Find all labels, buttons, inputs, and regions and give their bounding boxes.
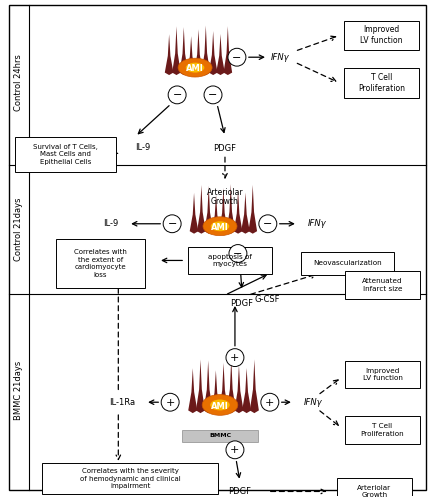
Text: T Cell
Proliferation: T Cell Proliferation	[357, 73, 404, 93]
FancyBboxPatch shape	[15, 136, 116, 172]
Polygon shape	[233, 190, 242, 234]
Text: −: −	[233, 249, 242, 259]
Text: Correlates with the severity
of hemodynamic and clinical
impairment: Correlates with the severity of hemodyna…	[80, 468, 180, 489]
FancyBboxPatch shape	[343, 20, 418, 50]
Polygon shape	[226, 184, 234, 234]
Circle shape	[163, 215, 181, 232]
Text: +: +	[165, 398, 174, 407]
Text: AMI: AMI	[186, 64, 204, 73]
FancyBboxPatch shape	[343, 68, 418, 98]
FancyBboxPatch shape	[344, 416, 419, 444]
Text: −: −	[263, 220, 272, 230]
Text: Survival of T Cells,
Mast Cells and
Epithelial Cells: Survival of T Cells, Mast Cells and Epit…	[33, 144, 98, 165]
Ellipse shape	[185, 62, 204, 72]
Polygon shape	[208, 31, 217, 75]
Polygon shape	[201, 26, 210, 75]
Ellipse shape	[178, 58, 212, 77]
Ellipse shape	[210, 400, 229, 410]
Text: Arteriolar
Growth: Arteriolar Growth	[357, 484, 391, 498]
Text: −: −	[172, 90, 181, 101]
Text: IFNγ: IFNγ	[270, 52, 289, 62]
Text: Correlates with
the extent of
cardiomyocyte
loss: Correlates with the extent of cardiomyoc…	[74, 249, 127, 278]
Polygon shape	[211, 195, 220, 234]
Ellipse shape	[203, 217, 237, 236]
Text: PDGF: PDGF	[228, 487, 251, 496]
Circle shape	[161, 394, 179, 411]
Polygon shape	[172, 26, 181, 75]
Text: IFNγ: IFNγ	[303, 398, 322, 406]
Polygon shape	[211, 370, 220, 413]
Text: IL-9: IL-9	[135, 143, 151, 152]
FancyBboxPatch shape	[344, 360, 419, 388]
FancyBboxPatch shape	[182, 430, 257, 442]
Polygon shape	[218, 363, 227, 413]
Circle shape	[168, 86, 186, 104]
Text: Improved
LV function: Improved LV function	[362, 368, 401, 381]
FancyBboxPatch shape	[336, 478, 411, 500]
Circle shape	[225, 348, 243, 366]
Circle shape	[260, 394, 278, 411]
Polygon shape	[242, 368, 250, 413]
Text: +: +	[265, 398, 274, 407]
Polygon shape	[188, 368, 197, 413]
Polygon shape	[240, 192, 249, 234]
Polygon shape	[249, 360, 258, 413]
Text: PDGF: PDGF	[213, 144, 236, 153]
Polygon shape	[194, 30, 202, 75]
FancyBboxPatch shape	[56, 238, 145, 288]
Text: +: +	[230, 446, 239, 456]
Text: +: +	[230, 353, 239, 363]
Polygon shape	[186, 36, 195, 75]
Text: −: −	[167, 220, 177, 230]
Text: apoptosis of
myocytes: apoptosis of myocytes	[207, 254, 251, 267]
Text: AMI: AMI	[210, 402, 228, 410]
Text: PDGF: PDGF	[230, 298, 253, 308]
Text: Growth: Growth	[210, 198, 238, 206]
Text: −: −	[232, 52, 241, 62]
Text: Improved
LV function: Improved LV function	[359, 26, 402, 46]
Polygon shape	[216, 34, 224, 75]
Text: Control 21days: Control 21days	[14, 198, 23, 262]
Text: Control 24hrs: Control 24hrs	[14, 54, 23, 112]
Text: Attenuated
Infarct size: Attenuated Infarct size	[362, 278, 402, 292]
Polygon shape	[197, 185, 205, 234]
Text: G-CSF: G-CSF	[254, 294, 280, 304]
Polygon shape	[195, 360, 204, 413]
Polygon shape	[219, 188, 227, 234]
Polygon shape	[203, 360, 212, 413]
Ellipse shape	[202, 394, 237, 415]
FancyBboxPatch shape	[300, 252, 394, 276]
Text: BMMC: BMMC	[208, 434, 230, 438]
Text: Arteriolar: Arteriolar	[206, 188, 243, 196]
Text: −: −	[208, 90, 217, 101]
Text: IL-1Ra: IL-1Ra	[109, 398, 135, 406]
FancyBboxPatch shape	[344, 272, 419, 299]
Text: AMI: AMI	[210, 222, 228, 232]
FancyBboxPatch shape	[9, 4, 425, 490]
Circle shape	[225, 441, 243, 458]
Polygon shape	[179, 27, 187, 75]
Polygon shape	[226, 358, 235, 413]
Polygon shape	[234, 364, 243, 413]
Circle shape	[227, 48, 245, 66]
Polygon shape	[189, 193, 198, 234]
Polygon shape	[248, 185, 256, 234]
Text: T Cell
Proliferation: T Cell Proliferation	[360, 423, 403, 436]
Polygon shape	[204, 186, 213, 234]
Text: BMMC 21days: BMMC 21days	[14, 360, 23, 420]
Polygon shape	[223, 26, 232, 75]
Circle shape	[204, 86, 221, 104]
FancyBboxPatch shape	[42, 462, 218, 494]
Circle shape	[258, 215, 276, 232]
Ellipse shape	[210, 222, 229, 231]
Polygon shape	[164, 34, 173, 75]
Text: Neovascularization: Neovascularization	[312, 260, 381, 266]
Text: IFNγ: IFNγ	[307, 220, 326, 228]
FancyBboxPatch shape	[187, 246, 271, 274]
Text: IL-9: IL-9	[103, 220, 118, 228]
Circle shape	[228, 244, 247, 262]
